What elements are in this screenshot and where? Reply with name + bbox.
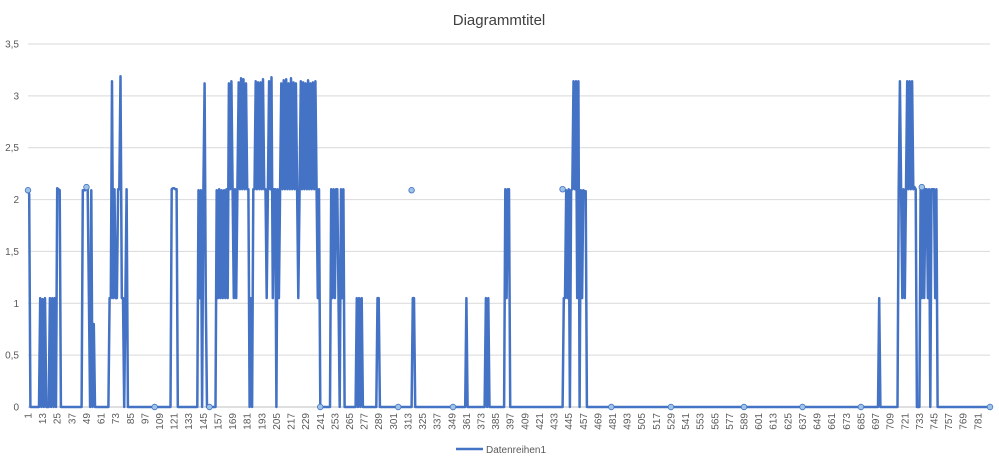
data-point <box>857 403 865 411</box>
x-tick-label: 685 <box>856 413 867 430</box>
x-tick-label: 145 <box>199 413 210 430</box>
data-point <box>83 183 90 191</box>
x-tick-label: 577 <box>725 413 736 430</box>
data-point <box>986 403 994 411</box>
x-tick-label: 385 <box>491 413 502 430</box>
x-tick-label: 649 <box>813 413 824 430</box>
x-tick-label: 745 <box>929 413 940 430</box>
data-point <box>151 403 158 411</box>
x-tick-label: 457 <box>579 413 590 430</box>
x-tick-label: 337 <box>433 413 444 430</box>
series-line <box>26 74 990 409</box>
x-tick-label: 565 <box>710 413 721 430</box>
x-tick-label: 109 <box>155 413 166 430</box>
x-tick-label: 529 <box>666 413 677 430</box>
x-tick-label: 13 <box>38 413 49 425</box>
x-tick-label: 289 <box>374 413 385 430</box>
x-tick-label: 505 <box>637 413 648 430</box>
x-tick-label: 601 <box>754 413 765 430</box>
x-tick-label: 1 <box>24 413 35 419</box>
data-point <box>394 403 402 411</box>
plot-area <box>24 74 994 411</box>
x-tick-label: 709 <box>886 413 897 430</box>
y-tick-label: 2,5 <box>5 143 19 154</box>
legend-label: Datenreihen1 <box>486 445 546 456</box>
x-tick-label: 481 <box>608 413 619 430</box>
x-tick-label: 445 <box>564 413 575 430</box>
y-tick-label: 0,5 <box>5 351 19 362</box>
x-tick-label: 313 <box>403 413 414 430</box>
x-tick-label: 181 <box>243 413 254 430</box>
x-tick-label: 325 <box>418 413 429 430</box>
x-tick-label: 85 <box>126 413 137 425</box>
x-tick-label: 541 <box>681 413 692 430</box>
data-point <box>918 183 926 191</box>
x-tick-label: 433 <box>550 413 561 430</box>
x-tick-label: 229 <box>301 413 312 430</box>
y-tick-label: 3,5 <box>5 40 19 51</box>
data-point <box>449 403 457 411</box>
x-axis: 1 13 25 37 49 61 73 85 97 109 121 133 145 157 169 181 19… <box>24 413 985 430</box>
x-tick-label: 37 <box>67 413 78 425</box>
y-axis: 0 0,5 1 1,5 2 2,5 3 3,5 <box>5 40 19 414</box>
legend: Datenreihen1 <box>456 445 546 456</box>
x-tick-label: 97 <box>140 413 151 425</box>
x-tick-label: 253 <box>330 413 341 430</box>
x-tick-label: 373 <box>476 413 487 430</box>
x-tick-label: 133 <box>184 413 195 430</box>
x-tick-label: 241 <box>316 413 327 430</box>
x-tick-label: 409 <box>520 413 531 430</box>
data-point <box>317 403 324 411</box>
data-point <box>206 403 213 411</box>
y-tick-label: 0 <box>13 403 19 414</box>
x-tick-label: 121 <box>170 413 181 430</box>
x-tick-label: 49 <box>82 413 93 425</box>
x-tick-label: 517 <box>652 413 663 430</box>
x-tick-label: 613 <box>769 413 780 430</box>
data-point <box>667 403 675 411</box>
x-tick-label: 493 <box>623 413 634 430</box>
x-tick-label: 169 <box>228 413 239 430</box>
data-point <box>559 185 566 193</box>
x-tick-label: 661 <box>827 413 838 430</box>
x-tick-label: 733 <box>915 413 926 430</box>
x-tick-label: 157 <box>213 413 224 430</box>
data-point <box>608 403 615 411</box>
x-tick-label: 265 <box>345 413 356 430</box>
y-tick-label: 3 <box>13 91 19 102</box>
data-point <box>740 403 748 411</box>
x-tick-label: 781 <box>973 413 984 430</box>
x-tick-label: 757 <box>944 413 955 430</box>
x-tick-label: 349 <box>447 413 458 430</box>
x-tick-label: 61 <box>97 413 108 425</box>
chart-title: Diagrammtitel <box>453 12 546 29</box>
x-tick-label: 553 <box>696 413 707 430</box>
x-tick-label: 361 <box>462 413 473 430</box>
x-tick-label: 697 <box>871 413 882 430</box>
x-tick-label: 721 <box>900 413 911 430</box>
x-tick-label: 25 <box>53 413 64 425</box>
x-tick-label: 217 <box>287 413 298 430</box>
x-tick-label: 301 <box>389 413 400 430</box>
x-tick-label: 637 <box>798 413 809 430</box>
x-tick-label: 673 <box>842 413 853 430</box>
y-tick-label: 1,5 <box>5 247 19 258</box>
x-tick-label: 193 <box>257 413 268 430</box>
y-tick-label: 1 <box>13 299 19 310</box>
x-tick-label: 625 <box>783 413 794 430</box>
data-point <box>799 403 806 411</box>
x-tick-label: 73 <box>111 413 122 425</box>
x-tick-label: 205 <box>272 413 283 430</box>
data-point <box>24 187 32 194</box>
data-point <box>408 187 415 194</box>
x-tick-label: 769 <box>959 413 970 430</box>
y-tick-label: 2 <box>13 195 19 206</box>
x-tick-label: 277 <box>360 413 371 430</box>
x-tick-label: 397 <box>506 413 517 430</box>
x-tick-label: 421 <box>535 413 546 430</box>
x-tick-label: 469 <box>593 413 604 430</box>
x-tick-label: 589 <box>740 413 751 430</box>
